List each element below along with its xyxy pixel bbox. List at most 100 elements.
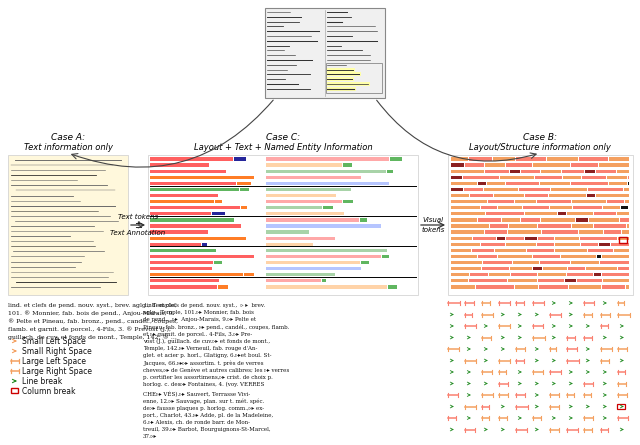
Bar	[538, 279, 564, 283]
Bar	[322, 279, 326, 283]
Bar	[532, 255, 560, 258]
Bar	[555, 236, 579, 240]
Bar	[550, 206, 572, 210]
Bar	[614, 249, 629, 252]
Bar	[266, 267, 361, 270]
Text: Text Annotation: Text Annotation	[110, 230, 166, 236]
Text: Large Right Space: Large Right Space	[22, 367, 92, 376]
Bar	[511, 273, 537, 276]
Bar	[481, 206, 497, 210]
Bar	[470, 194, 493, 197]
Bar	[11, 388, 18, 393]
Bar	[513, 261, 539, 264]
Bar	[326, 82, 370, 86]
Bar	[540, 261, 570, 264]
Bar	[570, 285, 601, 289]
Bar	[519, 188, 550, 191]
Text: Line break: Line break	[22, 376, 62, 385]
Bar	[600, 163, 629, 167]
Bar	[215, 200, 222, 203]
Bar	[266, 261, 360, 264]
Bar	[381, 255, 388, 258]
Bar	[509, 267, 532, 270]
Bar	[451, 200, 487, 203]
Bar	[521, 170, 540, 173]
Text: ±: ±	[134, 220, 142, 230]
Bar	[537, 243, 554, 246]
Bar	[609, 158, 629, 161]
Bar	[360, 218, 367, 222]
Bar	[538, 273, 566, 276]
Bar	[150, 212, 211, 215]
Bar	[326, 68, 355, 72]
Bar	[535, 176, 562, 179]
Text: Text information only: Text information only	[24, 142, 113, 151]
Text: Visual: Visual	[422, 217, 444, 223]
Bar	[464, 188, 483, 191]
Bar	[563, 176, 580, 179]
Bar	[600, 261, 629, 264]
Bar	[150, 285, 218, 289]
Bar	[603, 279, 629, 283]
Bar	[485, 163, 506, 167]
Bar	[266, 200, 342, 203]
Bar	[266, 273, 335, 276]
Bar	[212, 212, 225, 215]
Bar	[469, 158, 492, 161]
Text: Layout/Structure information only: Layout/Structure information only	[469, 142, 611, 151]
Bar	[451, 243, 479, 246]
Bar	[572, 163, 598, 167]
Bar	[572, 224, 593, 228]
Text: Case B:: Case B:	[523, 133, 557, 142]
Bar	[326, 77, 354, 81]
Bar	[451, 170, 484, 173]
Bar	[595, 212, 616, 215]
Bar	[488, 200, 514, 203]
Bar	[585, 170, 595, 173]
Bar	[620, 218, 629, 222]
Bar	[495, 249, 527, 252]
Bar	[266, 163, 342, 167]
Text: Layout + Text + Named Entity Information: Layout + Text + Named Entity Information	[194, 142, 372, 151]
Bar	[587, 194, 595, 197]
Bar	[326, 73, 361, 77]
Bar	[567, 273, 593, 276]
Bar	[150, 267, 212, 270]
Bar	[240, 188, 249, 191]
Bar	[266, 218, 360, 222]
Bar	[390, 158, 402, 161]
Bar	[594, 273, 602, 276]
Bar	[323, 206, 333, 210]
Bar	[451, 249, 471, 252]
Bar	[540, 182, 570, 185]
Bar	[472, 249, 493, 252]
Bar	[8, 155, 128, 295]
Bar	[551, 188, 588, 191]
Bar	[561, 255, 595, 258]
Bar	[266, 176, 361, 179]
Bar	[508, 231, 541, 234]
Bar	[474, 236, 496, 240]
Text: Case C:: Case C:	[266, 133, 300, 142]
Bar	[577, 218, 588, 222]
Bar	[555, 249, 588, 252]
Bar	[214, 261, 222, 264]
Bar	[617, 170, 629, 173]
Bar	[589, 218, 619, 222]
Bar	[481, 243, 506, 246]
Bar	[463, 176, 499, 179]
Bar	[469, 279, 507, 283]
Bar	[490, 273, 510, 276]
Bar	[607, 176, 627, 179]
Bar	[627, 224, 629, 228]
Bar	[451, 255, 477, 258]
Bar	[604, 231, 621, 234]
Bar	[628, 176, 629, 179]
Bar	[493, 194, 524, 197]
Bar	[567, 212, 593, 215]
Bar	[451, 163, 464, 167]
Bar	[579, 158, 608, 161]
Bar	[266, 158, 389, 161]
Bar	[525, 194, 548, 197]
Bar	[478, 218, 501, 222]
